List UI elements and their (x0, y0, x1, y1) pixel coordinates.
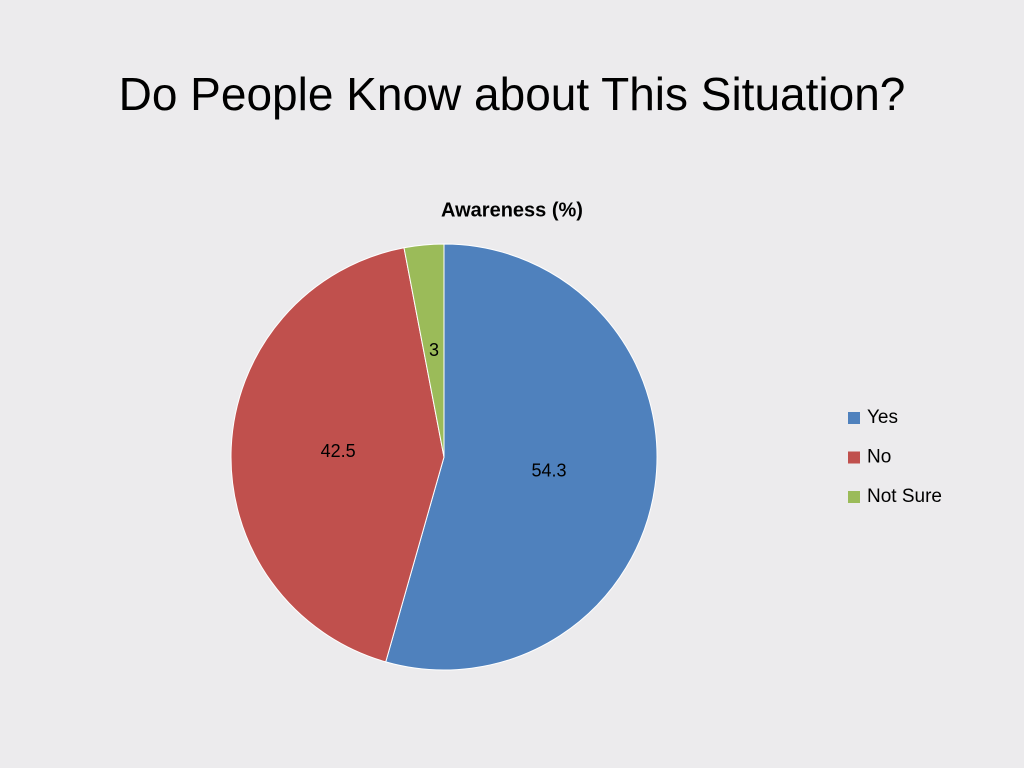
data-label: 42.5 (321, 441, 356, 461)
legend-swatch (848, 451, 860, 464)
pie-slice (403, 243, 445, 458)
legend-label: Not Sure (867, 486, 942, 507)
pie-slice (385, 243, 658, 671)
chart-title: Awareness (%) (441, 199, 583, 221)
legend-label: No (867, 447, 891, 468)
legend-swatch (848, 491, 860, 503)
slide-title: Do People Know about This Situation? (119, 68, 906, 120)
data-label: 54.3 (531, 460, 566, 480)
legend-swatch (848, 412, 860, 424)
legend-label: Yes (867, 407, 898, 428)
pie-slice (230, 247, 445, 663)
data-label: 3 (429, 340, 439, 360)
